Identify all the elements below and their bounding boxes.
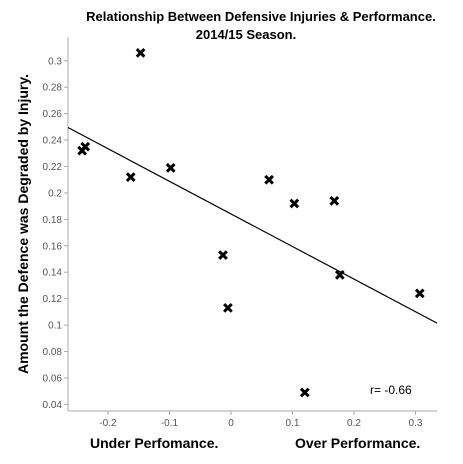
y-tick-label: 0.28 — [43, 83, 63, 94]
x-tick-label: -0.1 — [161, 418, 179, 429]
chart-subtitle: 2014/15 Season. — [196, 27, 296, 42]
x-tick-label: 0.1 — [286, 418, 300, 429]
y-tick-label: 0.2 — [48, 188, 62, 199]
data-point-x-marker — [165, 162, 176, 173]
y-axis-title: Amount the Defence was Degraded by Injur… — [15, 74, 31, 374]
data-point-x-marker — [299, 387, 310, 398]
x-tick-label: 0.3 — [409, 418, 423, 429]
data-point-x-marker — [125, 172, 136, 182]
y-tick-label: 0.04 — [43, 400, 63, 411]
trend-line — [67, 126, 438, 324]
data-point-x-marker — [289, 198, 300, 209]
y-tick-label: 0.16 — [43, 241, 63, 252]
x-axis-ticks: -0.2 -0.1 0 0.1 0.2 0.3 — [99, 411, 423, 429]
data-point-x-marker — [77, 145, 88, 156]
y-tick-label: 0.22 — [43, 162, 63, 173]
x-axis-title-right: Over Performance. — [295, 435, 420, 451]
data-point-x-marker — [223, 303, 233, 313]
y-tick-label: 0.3 — [48, 56, 62, 67]
chart-title: Relationship Between Defensive Injuries … — [86, 9, 436, 24]
data-point-x-marker — [135, 47, 146, 58]
data-point-x-marker — [264, 174, 274, 185]
x-tick-label: 0 — [228, 418, 234, 429]
x-tick-label: -0.2 — [99, 418, 117, 429]
y-axis-ticks: 0.04 0.06 0.08 0.1 0.12 0.14 0.16 0.18 0.2 0.22 0.… — [43, 56, 68, 411]
y-tick-label: 0.12 — [43, 294, 63, 305]
y-tick-label: 0.06 — [43, 373, 63, 384]
y-tick-label: 0.24 — [43, 136, 63, 147]
data-points — [77, 47, 425, 398]
y-tick-label: 0.26 — [43, 109, 63, 120]
data-point-x-marker — [414, 288, 425, 299]
x-tick-label: 0.2 — [347, 418, 361, 429]
y-tick-label: 0.08 — [43, 347, 63, 358]
y-tick-label: 0.1 — [48, 321, 62, 332]
y-tick-label: 0.14 — [43, 268, 63, 279]
y-tick-label: 0.18 — [43, 215, 63, 226]
data-point-x-marker — [329, 196, 340, 206]
data-point-x-marker — [218, 250, 228, 260]
x-axis-title-left: Under Perfomance. — [90, 435, 218, 451]
correlation-annotation: r= -0.66 — [370, 383, 412, 397]
data-point-x-marker — [334, 270, 345, 280]
